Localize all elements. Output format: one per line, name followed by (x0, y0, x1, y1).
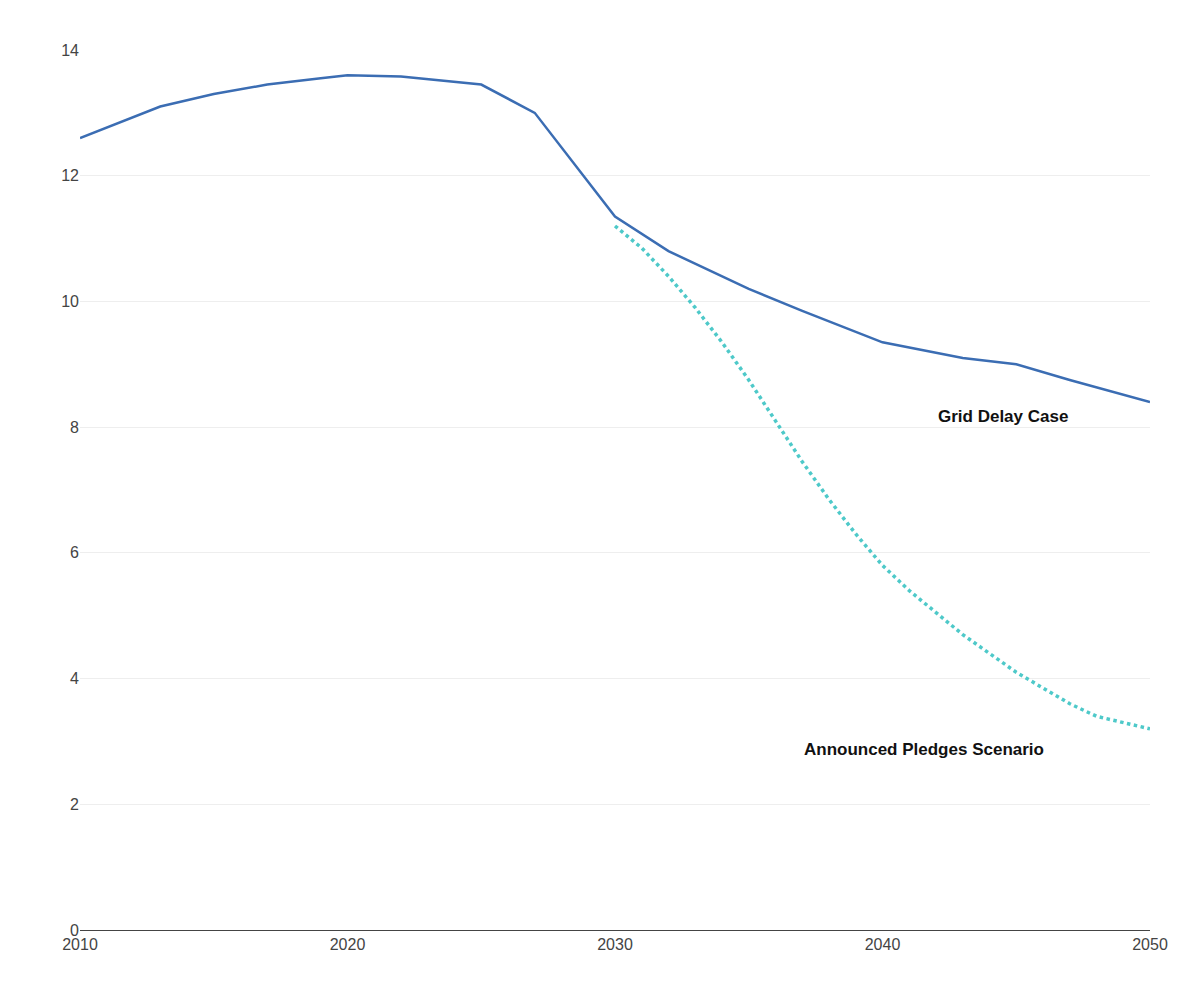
svg-text:2040: 2040 (865, 936, 901, 953)
svg-text:14: 14 (61, 42, 79, 59)
svg-text:0: 0 (70, 922, 79, 939)
svg-text:2010: 2010 (62, 936, 98, 953)
svg-text:4: 4 (70, 670, 79, 687)
svg-text:Grid Delay Case: Grid Delay Case (938, 407, 1068, 426)
svg-text:6: 6 (70, 544, 79, 561)
svg-text:2050: 2050 (1132, 936, 1168, 953)
svg-text:2020: 2020 (330, 936, 366, 953)
svg-text:2: 2 (70, 796, 79, 813)
svg-text:10: 10 (61, 293, 79, 310)
svg-text:2030: 2030 (597, 936, 633, 953)
svg-text:Announced Pledges Scenario: Announced Pledges Scenario (804, 740, 1044, 759)
svg-text:8: 8 (70, 419, 79, 436)
svg-text:12: 12 (61, 167, 79, 184)
